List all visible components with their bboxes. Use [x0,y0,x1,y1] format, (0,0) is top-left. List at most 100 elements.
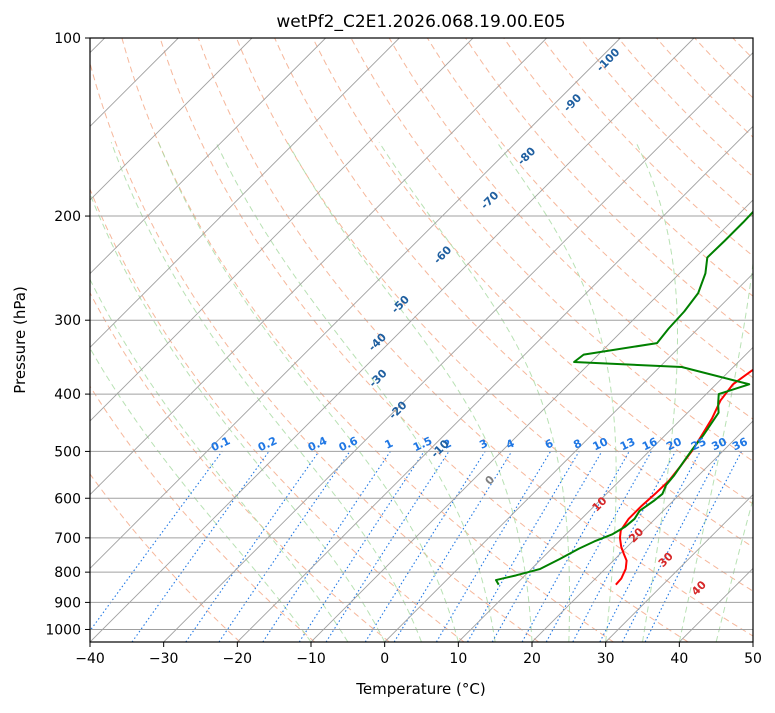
dry-adiabat-label: 20 [626,525,646,545]
plot-data-series [494,210,753,586]
dry-adiabat-line [90,291,390,642]
isotherm-line [90,38,400,348]
isotherm-line [531,420,753,642]
dry-adiabat-line [274,38,753,548]
y-tick-label: 700 [54,531,81,547]
moist-adiabat-label: -80 [515,144,538,167]
y-tick-label: 600 [54,491,81,507]
dry-adiabat-line [236,38,753,592]
moist-adiabat-label: -100 [594,45,623,74]
isotherm-line [384,273,753,642]
isotherm-line [237,125,753,642]
dry-adiabat-line [771,38,775,642]
dry-adiabat-line [694,38,753,99]
mixing-ratio-line [325,451,450,642]
mixing-ratio-line [545,451,652,642]
mixing-ratio-line [262,451,391,642]
isotherm-line [90,38,621,569]
x-tick-label: 0 [380,651,389,667]
mixing-ratio-line [218,451,351,642]
moist-adiabat-label: -40 [366,330,389,353]
x-tick-label: −10 [296,651,326,667]
y-tick-label: 500 [54,444,81,460]
isotherm-line [90,38,474,422]
dry-adiabat-line [197,38,753,637]
dry-adiabat-line [656,38,753,138]
mixing-ratio-label: 6 [543,437,556,452]
dry-adiabat-line [121,38,614,642]
mixing-ratio-label: 36 [730,435,750,453]
dry-adiabat-line [465,38,753,338]
mixing-ratio-line [90,451,223,632]
dry-adiabat-line [503,38,753,297]
isotherm-line [90,38,695,642]
mixing-ratio-label: 10 [591,435,611,453]
isotherm-line [163,52,753,642]
dry-adiabat-line [90,61,540,642]
y-tick-label: 1000 [45,622,81,638]
y-tick-label: 900 [54,595,81,611]
plot-background-lines [90,38,775,642]
mixing-ratio-label: 4 [504,437,517,452]
moist-adiabat-label: -30 [366,367,389,390]
isotherm-line [310,199,753,642]
isotherm-line [679,567,753,642]
y-tick-label: 800 [54,565,81,581]
mixing-ratio-label: 13 [618,435,637,453]
x-axis-label: Temperature (°C) [355,680,485,698]
mixing-ratio-line [521,451,630,642]
y-tick-label: 200 [54,209,81,225]
x-tick-label: −30 [149,651,179,667]
isotherm-line [458,346,753,642]
dry-adiabat-line [388,38,753,420]
x-tick-label: 30 [597,651,615,667]
isotherm-line [90,38,253,201]
moist-adiabat-line [215,141,496,642]
mixing-ratio-label: 1 [383,437,395,452]
temperature-profile-line [615,368,753,586]
mixing-ratio-line [599,451,701,642]
mixing-ratio-line [185,451,320,642]
mixing-ratio-line [644,451,742,642]
mixing-ratio-line [435,451,552,642]
x-tick-label: 40 [670,651,688,667]
x-tick-label: −40 [75,651,105,667]
moist-adiabat-label: -90 [561,91,584,114]
mixing-ratio-label: 30 [710,435,730,453]
mixing-ratio-line [298,451,425,642]
y-tick-label: 400 [54,387,81,403]
dry-adiabat-line [350,38,753,462]
dry-adiabat-line [159,38,689,642]
moist-adiabat-label: 0 [483,473,498,488]
moist-adiabat-line [287,141,533,642]
y-axis-label: Pressure (hPa) [11,286,29,394]
moist-adiabat-line [635,141,679,642]
dry-adiabat-line [90,385,315,642]
y-tick-label: 300 [54,313,81,329]
dry-adiabat-label: 30 [656,550,676,570]
axes: −40 −30 −20 −10 0 10 20 30 40 5010020030040050060… [45,31,762,667]
mixing-ratio-line [364,451,486,642]
moist-adiabat-label: -50 [389,293,412,316]
chart-title: wetPf2_C2E1.2026.068.19.00.E05 [276,12,565,32]
dewpoint-profile-line [494,210,753,586]
mixing-ratio-label: 25 [689,435,708,453]
y-tick-label: 100 [54,31,81,47]
moist-adiabat-label: -70 [478,189,501,212]
moist-adiabat-line [378,141,571,642]
isotherm-line [752,641,753,642]
isotherm-line [605,494,753,642]
mixing-ratio-line [572,451,677,642]
mixing-ratio-label: 20 [664,435,684,453]
mixing-ratio-line [467,451,580,642]
isotherm-line [90,38,326,275]
plot-frame [89,37,754,643]
mixing-ratio-label: 16 [640,435,660,453]
x-tick-label: −20 [223,651,253,667]
dry-adiabat-label: 10 [590,494,610,514]
dry-adiabat-line [312,38,753,505]
x-tick-label: 20 [523,651,541,667]
x-tick-label: 10 [449,651,467,667]
